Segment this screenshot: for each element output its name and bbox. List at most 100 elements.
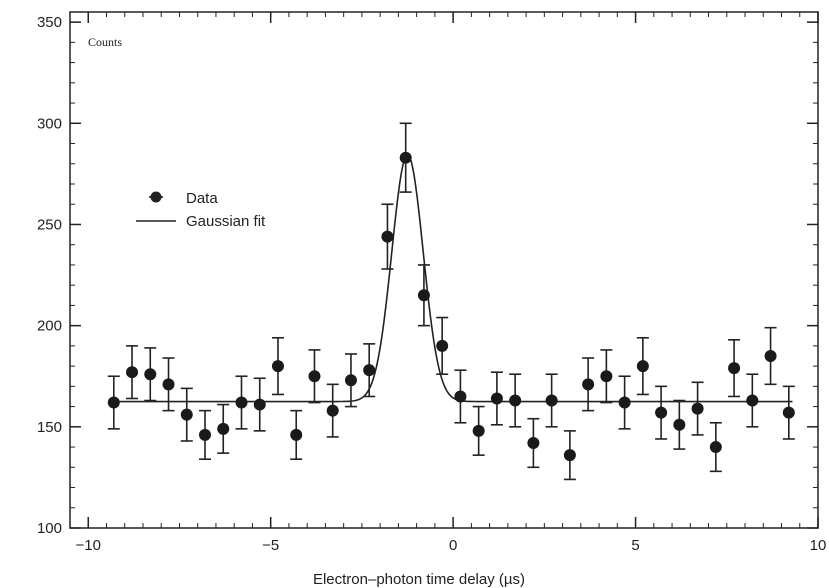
x-tick-label: 0 [449, 537, 457, 554]
y-tick-label: 350 [37, 14, 62, 31]
data-point [472, 405, 485, 456]
data-point [582, 357, 595, 412]
data-marker [490, 392, 503, 405]
data-marker [636, 360, 649, 373]
legend: Data Gaussian fit [136, 190, 266, 230]
data-marker [326, 404, 339, 417]
minor-ticks [69, 12, 819, 529]
data-point [709, 421, 722, 473]
data-point [728, 339, 741, 398]
x-axis-label: Electron–photon time delay (µs) [313, 571, 525, 588]
data-point [399, 122, 412, 193]
data-point [490, 371, 503, 426]
y-tick-label: 200 [37, 318, 62, 335]
data-point [782, 385, 795, 440]
data-marker [199, 428, 212, 441]
data-point [746, 373, 759, 428]
data-point [344, 353, 357, 408]
data-marker [217, 422, 230, 435]
data-point [162, 357, 175, 412]
data-point [199, 409, 212, 461]
y-tick-label: 100 [37, 520, 62, 537]
data-point [545, 373, 558, 428]
y-tick-label: 150 [37, 419, 62, 436]
data-marker [436, 339, 449, 352]
data-point [563, 430, 576, 481]
data-marker [746, 394, 759, 407]
data-marker [472, 424, 485, 437]
x-tick-label: 10 [810, 537, 827, 554]
data-marker [162, 378, 175, 391]
data-point [618, 375, 631, 430]
data-points [107, 122, 795, 481]
data-marker [527, 437, 540, 450]
data-marker [618, 396, 631, 409]
data-marker [691, 402, 704, 415]
data-point [290, 409, 303, 461]
data-marker [290, 428, 303, 441]
data-point [655, 385, 668, 440]
data-marker [253, 398, 266, 411]
data-marker [782, 406, 795, 419]
data-point [308, 349, 321, 404]
data-marker [381, 230, 394, 243]
data-marker [271, 360, 284, 373]
data-point [126, 345, 139, 400]
data-point [381, 203, 394, 270]
data-point [509, 373, 522, 428]
data-marker [509, 394, 522, 407]
data-point [180, 387, 193, 442]
data-marker [308, 370, 321, 383]
x-tick-label: 5 [631, 537, 639, 554]
y-tick-label: 250 [37, 216, 62, 233]
data-marker [126, 366, 139, 379]
y-axis-label: Counts [88, 35, 122, 49]
data-point [454, 369, 467, 424]
data-point [600, 349, 613, 404]
data-marker [454, 390, 467, 403]
data-marker [673, 418, 686, 431]
data-point [235, 375, 248, 430]
data-point [271, 336, 284, 396]
data-point [144, 347, 157, 402]
data-marker [363, 364, 376, 377]
x-tick-labels: −10 −5 0 5 10 [76, 537, 827, 554]
data-point [636, 336, 649, 396]
data-point [363, 343, 376, 398]
data-marker [655, 406, 668, 419]
plot-frame [69, 11, 819, 529]
data-marker [144, 368, 157, 381]
legend-data-marker [149, 191, 163, 203]
data-marker [709, 441, 722, 454]
data-marker [545, 394, 558, 407]
data-marker [180, 408, 193, 421]
data-point [673, 399, 686, 450]
data-point [436, 316, 449, 376]
data-marker [107, 396, 120, 409]
x-tick-label: −5 [262, 537, 279, 554]
data-marker [563, 449, 576, 462]
data-point [217, 403, 230, 454]
y-tick-labels: 100 150 200 250 300 350 [37, 14, 62, 537]
data-point [527, 417, 540, 469]
data-point [107, 375, 120, 430]
data-marker [728, 362, 741, 375]
data-marker [399, 151, 412, 164]
legend-label-data: Data [186, 190, 218, 207]
data-marker [417, 289, 430, 302]
data-point [417, 264, 430, 327]
data-marker [344, 374, 357, 387]
data-marker [582, 378, 595, 391]
data-point [764, 326, 777, 386]
data-point [253, 377, 266, 432]
data-marker [235, 396, 248, 409]
data-marker [764, 350, 777, 362]
data-marker [600, 370, 613, 383]
data-point [691, 381, 704, 436]
major-ticks [70, 12, 819, 529]
data-point [326, 383, 339, 438]
x-tick-label: −10 [76, 537, 101, 554]
y-tick-label: 300 [37, 115, 62, 132]
legend-label-fit: Gaussian fit [186, 213, 266, 230]
